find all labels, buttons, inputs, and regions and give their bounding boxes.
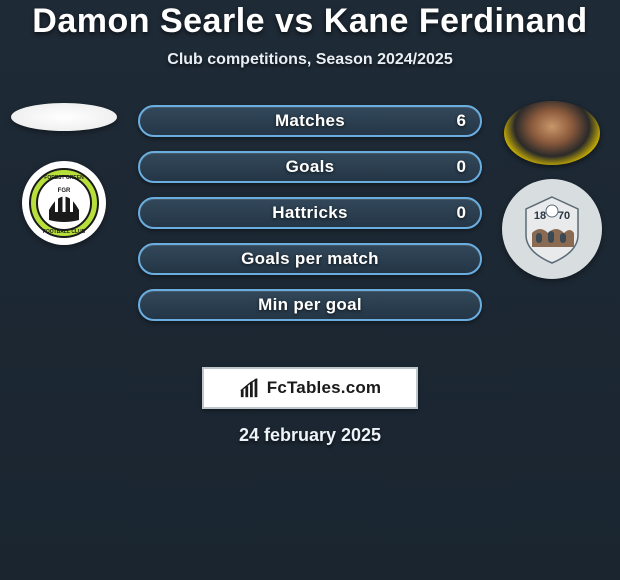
- stat-bar-goals: Goals 0: [138, 151, 482, 183]
- brand-watermark: FcTables.com: [202, 367, 418, 409]
- stat-label: Matches: [275, 111, 345, 131]
- left-player-photo-placeholder: [11, 103, 117, 131]
- stat-bar-goals-per-match: Goals per match: [138, 243, 482, 275]
- right-player-column: 18 70: [492, 97, 612, 279]
- stat-value-right: 0: [457, 157, 466, 177]
- comparison-content: FOREST GREEN FOOTBALL CLUB FGR 18 70 Ma: [0, 97, 620, 347]
- svg-text:18: 18: [534, 210, 546, 222]
- page-subtitle: Club competitions, Season 2024/2025: [0, 51, 620, 69]
- stat-value-right: 6: [457, 111, 466, 131]
- stat-bar-hattricks: Hattricks 0: [138, 197, 482, 229]
- page-title: Damon Searle vs Kane Ferdinand: [0, 2, 620, 41]
- left-player-column: FOREST GREEN FOOTBALL CLUB FGR: [8, 103, 120, 245]
- stat-label: Min per goal: [258, 295, 362, 315]
- stat-value-right: 0: [457, 203, 466, 223]
- right-club-badge: 18 70: [502, 179, 602, 279]
- right-club-badge-icon: 18 70: [510, 187, 594, 271]
- left-club-badge: FOREST GREEN FOOTBALL CLUB FGR: [22, 161, 106, 245]
- stat-bars: Matches 6 Goals 0 Hattricks 0 Goals per …: [138, 105, 482, 321]
- stat-bar-matches: Matches 6: [138, 105, 482, 137]
- stat-label: Goals per match: [241, 249, 379, 269]
- stat-bar-min-per-goal: Min per goal: [138, 289, 482, 321]
- stat-label: Hattricks: [272, 203, 347, 223]
- snapshot-date: 24 february 2025: [0, 425, 620, 446]
- svg-text:FGR: FGR: [58, 188, 71, 194]
- right-player-photo: [504, 101, 600, 165]
- svg-text:70: 70: [558, 210, 570, 222]
- forest-green-rovers-badge-icon: FOREST GREEN FOOTBALL CLUB FGR: [29, 168, 99, 238]
- svg-text:FOOTBALL CLUB: FOOTBALL CLUB: [43, 229, 86, 235]
- svg-text:FOREST GREEN: FOREST GREEN: [44, 175, 84, 181]
- bar-chart-icon: [239, 377, 261, 399]
- brand-text: FcTables.com: [267, 378, 382, 398]
- stat-label: Goals: [286, 157, 335, 177]
